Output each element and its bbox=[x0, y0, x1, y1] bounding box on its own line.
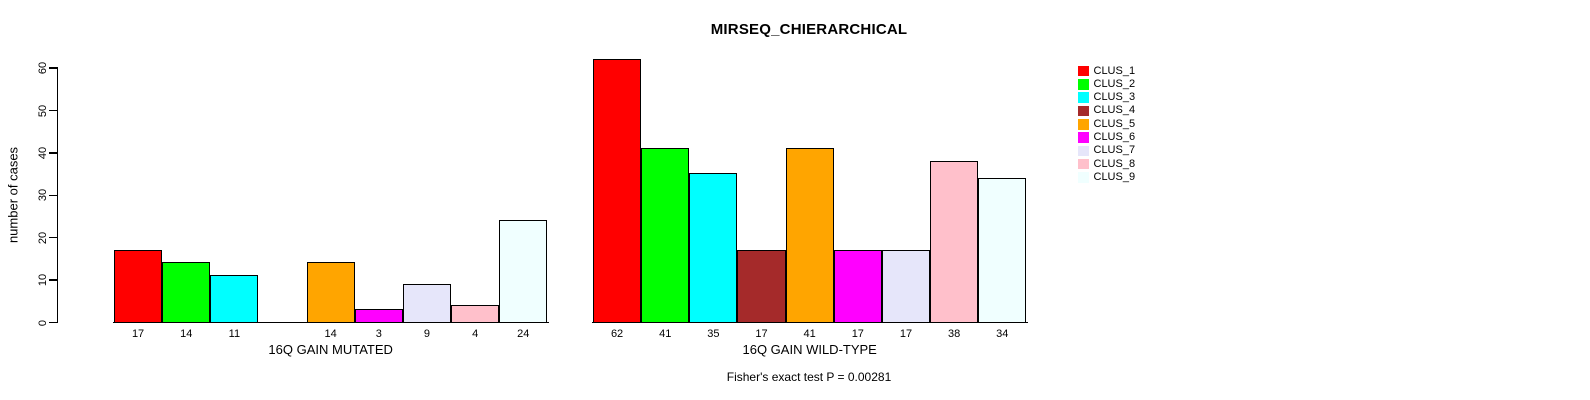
bar-clus_5-group1 bbox=[306, 262, 355, 324]
y-axis-tick-label: 40 bbox=[36, 146, 49, 160]
bar-clus_4-group2 bbox=[737, 249, 786, 324]
bar-clus_8-group2 bbox=[930, 160, 979, 324]
bar-value-label: 17 bbox=[755, 327, 768, 340]
bar-value-label: 14 bbox=[180, 327, 193, 340]
legend-swatch-clus_7 bbox=[1078, 145, 1089, 157]
y-axis-tick-label: 50 bbox=[36, 104, 49, 117]
legend-label: CLUS_8 bbox=[1093, 157, 1136, 170]
y-axis-spine bbox=[57, 67, 59, 324]
bar-clus_9-group1 bbox=[499, 220, 548, 324]
y-axis-tick bbox=[48, 67, 58, 69]
x-axis-title-group1: 16Q GAIN MUTATED bbox=[268, 342, 393, 357]
y-axis-tick-label: 10 bbox=[36, 273, 49, 287]
bar-value-label: 3 bbox=[375, 327, 382, 340]
legend-item-clus_5: CLUS_5 bbox=[1078, 117, 1136, 130]
legend-item-clus_2: CLUS_2 bbox=[1078, 77, 1136, 90]
legend-label: CLUS_6 bbox=[1093, 131, 1136, 144]
bar-value-label: 11 bbox=[228, 327, 241, 340]
bar-clus_7-group1 bbox=[402, 283, 452, 324]
bar-value-label: 34 bbox=[996, 327, 1009, 340]
chart-title: MIRSEQ_CHIERARCHICAL bbox=[710, 21, 908, 38]
legend-swatch-clus_2 bbox=[1078, 79, 1089, 90]
legend-item-clus_8: CLUS_8 bbox=[1078, 157, 1136, 170]
legend-item-clus_6: CLUS_6 bbox=[1078, 132, 1135, 143]
legend-item-clus_1: CLUS_1 bbox=[1078, 64, 1136, 77]
legend-swatch-clus_4 bbox=[1078, 105, 1089, 117]
y-axis-tick bbox=[48, 152, 58, 154]
legend-label: CLUS_9 bbox=[1093, 171, 1136, 184]
bar-value-label: 62 bbox=[610, 327, 624, 340]
bar-clus_6-group1 bbox=[354, 309, 403, 324]
legend-item-clus_9: CLUS_9 bbox=[1078, 172, 1135, 183]
legend-swatch-clus_9 bbox=[1078, 172, 1089, 183]
bar-clus_5-group2 bbox=[785, 148, 834, 324]
bar-value-label: 17 bbox=[899, 327, 913, 340]
legend-swatch-clus_1 bbox=[1078, 65, 1089, 77]
bar-clus_2-group1 bbox=[162, 262, 211, 324]
bar-clus_6-group2 bbox=[833, 249, 882, 324]
bar-value-label: 17 bbox=[131, 327, 145, 340]
bar-value-label: 41 bbox=[803, 327, 816, 340]
bar-clus_9-group2 bbox=[978, 177, 1027, 324]
y-axis-tick bbox=[48, 279, 58, 281]
legend-label: CLUS_1 bbox=[1093, 64, 1136, 77]
legend-swatch-clus_6 bbox=[1078, 132, 1089, 143]
y-axis-tick-label: 60 bbox=[36, 61, 49, 75]
legend-label: CLUS_3 bbox=[1093, 91, 1136, 104]
legend-item-clus_4: CLUS_4 bbox=[1078, 104, 1136, 117]
legend-label: CLUS_2 bbox=[1093, 77, 1136, 90]
y-axis-title: number of cases bbox=[5, 146, 21, 244]
y-axis-tick-label: 30 bbox=[36, 189, 49, 202]
bar-value-label: 17 bbox=[851, 327, 864, 340]
fisher-test-annotation: Fisher's exact test P = 0.00281 bbox=[726, 370, 892, 384]
bar-clus_3-group1 bbox=[210, 275, 259, 324]
legend-item-clus_7: CLUS_7 bbox=[1078, 144, 1136, 157]
bar-value-label: 14 bbox=[324, 327, 337, 340]
bar-value-label: 9 bbox=[423, 327, 431, 340]
bar-clus_8-group1 bbox=[451, 304, 500, 324]
legend-label: CLUS_7 bbox=[1093, 144, 1136, 157]
y-axis-tick bbox=[48, 194, 58, 196]
bar-clus_1-group1 bbox=[114, 249, 163, 324]
bar-value-label: 38 bbox=[948, 327, 961, 340]
y-axis-tick-label: 0 bbox=[36, 319, 49, 326]
bar-clus_2-group2 bbox=[641, 148, 690, 324]
legend-label: CLUS_4 bbox=[1093, 104, 1136, 117]
bar-value-label: 35 bbox=[707, 327, 720, 340]
bar-clus_3-group2 bbox=[689, 173, 738, 324]
legend-swatch-clus_5 bbox=[1078, 119, 1089, 130]
bar-clus_1-group2 bbox=[593, 58, 642, 324]
bar-clus_7-group2 bbox=[881, 249, 931, 324]
legend-item-clus_3: CLUS_3 bbox=[1078, 92, 1135, 103]
y-axis-tick bbox=[48, 109, 58, 112]
x-axis-title-group2: 16Q GAIN WILD-TYPE bbox=[742, 342, 877, 357]
bar-value-label: 4 bbox=[472, 327, 479, 340]
y-axis-tick bbox=[48, 321, 58, 324]
y-axis-tick bbox=[48, 237, 58, 239]
legend-swatch-clus_8 bbox=[1078, 158, 1089, 170]
bar-value-label: 24 bbox=[517, 327, 530, 340]
bar-value-label: 41 bbox=[659, 327, 672, 340]
legend-swatch-clus_3 bbox=[1078, 92, 1089, 103]
y-axis-tick-label: 20 bbox=[36, 231, 49, 244]
legend-label: CLUS_5 bbox=[1093, 117, 1136, 130]
